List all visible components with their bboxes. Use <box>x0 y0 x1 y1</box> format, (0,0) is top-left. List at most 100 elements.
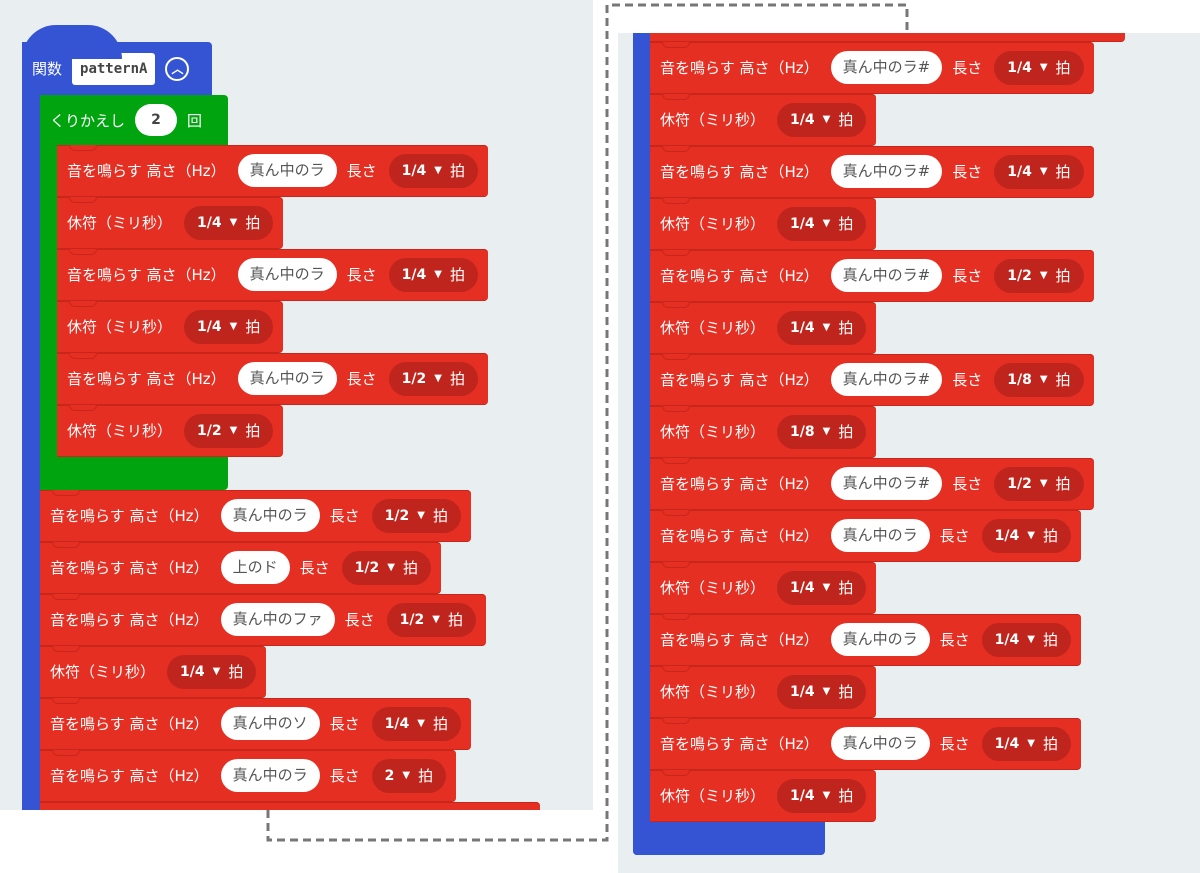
play-tone-block[interactable]: 音を鳴らす 高さ（Hz） 真ん中のラ# 長さ 1/8 ▼ 拍 <box>650 354 1094 406</box>
play-tone-block[interactable]: 音を鳴らす 高さ（Hz） 真ん中のラ# 長さ 1/4 ▼ 拍 <box>650 146 1094 198</box>
rest-block[interactable]: 休符（ミリ秒） 1/4 ▼ 拍 <box>40 646 267 698</box>
partial-block[interactable] <box>650 33 1125 42</box>
beat-unit: 拍 <box>449 266 465 284</box>
rest-block[interactable]: 休符（ミリ秒） 1/4 ▼ 拍 <box>650 770 877 822</box>
beats-dropdown[interactable]: 1/4 ▼ 拍 <box>167 654 257 689</box>
beats-dropdown[interactable]: 1/2 ▼ 拍 <box>386 602 476 637</box>
note-input[interactable]: 真ん中のラ <box>237 258 337 291</box>
beat-unit: 拍 <box>245 422 261 440</box>
rest-block[interactable]: 休符（ミリ秒） 1/4 ▼ 拍 <box>650 562 877 614</box>
rest-block[interactable]: 休符（ミリ秒） 1/4 ▼ 拍 <box>650 94 877 146</box>
play-tone-block[interactable]: 音を鳴らす 高さ（Hz） 真ん中のラ# 長さ 1/2 ▼ 拍 <box>650 458 1094 510</box>
caret-down-icon: ▼ <box>822 426 831 437</box>
beats-dropdown[interactable]: 1/4 ▼ 拍 <box>981 622 1071 657</box>
play-tone-block[interactable]: 音を鳴らす 高さ（Hz） 真ん中のラ 長さ 2 ▼ 拍 <box>40 750 457 802</box>
play-tone-block[interactable]: 音を鳴らす 高さ（Hz） 真ん中のラ 長さ 1/4 ▼ 拍 <box>650 510 1081 562</box>
beats-dropdown[interactable]: 1/2 ▼ 拍 <box>341 550 431 585</box>
beats-value: 1/2 <box>384 507 410 524</box>
beats-dropdown[interactable]: 1/4 ▼ 拍 <box>994 154 1084 189</box>
beats-dropdown[interactable]: 1/4 ▼ 拍 <box>184 205 274 240</box>
beats-dropdown[interactable]: 1/4 ▼ 拍 <box>777 570 867 605</box>
note-input[interactable]: 真ん中のラ# <box>830 467 943 500</box>
play-tone-block[interactable]: 音を鳴らす 高さ（Hz） 真ん中のラ 長さ 1/4 ▼ 拍 <box>57 249 488 301</box>
beat-unit: 拍 <box>418 767 434 785</box>
rest-block[interactable]: 休符（ミリ秒） 1/4 ▼ 拍 <box>57 197 284 249</box>
beats-dropdown[interactable]: 1/4 ▼ 拍 <box>184 309 274 344</box>
rest-label: 休符（ミリ秒） <box>660 579 766 597</box>
play-tone-block[interactable]: 音を鳴らす 高さ（Hz） 真ん中のラ 長さ 1/4 ▼ 拍 <box>650 718 1081 770</box>
beats-dropdown[interactable]: 1/2 ▼ 拍 <box>371 498 461 533</box>
play-tone-label: 音を鳴らす 高さ（Hz） <box>67 266 226 284</box>
play-tone-block[interactable]: 音を鳴らす 高さ（Hz） 真ん中のラ 長さ 1/2 ▼ 拍 <box>57 353 488 405</box>
play-tone-label: 音を鳴らす 高さ（Hz） <box>660 371 819 389</box>
play-tone-block[interactable]: 音を鳴らす 高さ（Hz） 真ん中のファ 長さ 1/2 ▼ 拍 <box>40 594 486 646</box>
length-label: 長さ <box>346 162 377 180</box>
rest-block[interactable]: 休符（ミリ秒） 1/4 ▼ 拍 <box>650 302 877 354</box>
play-tone-block[interactable]: 音を鳴らす 高さ（Hz） 真ん中のラ# 長さ 1/2 ▼ 拍 <box>650 250 1094 302</box>
play-tone-block[interactable]: 音を鳴らす 高さ（Hz） 真ん中のラ 長さ 1/4 ▼ 拍 <box>650 614 1081 666</box>
note-input[interactable]: 真ん中のラ <box>830 727 930 760</box>
play-tone-label: 音を鳴らす 高さ（Hz） <box>50 507 209 525</box>
beats-dropdown[interactable]: 1/4 ▼ 拍 <box>981 518 1071 553</box>
beats-dropdown[interactable]: 1/2 ▼ 拍 <box>994 466 1084 501</box>
note-input[interactable]: 上のド <box>220 551 290 584</box>
beats-dropdown[interactable]: 2 ▼ 拍 <box>371 758 447 793</box>
rest-block[interactable]: 休符（ミリ秒） 1/4 ▼ 拍 <box>57 301 284 353</box>
play-tone-label: 音を鳴らす 高さ（Hz） <box>660 735 819 753</box>
rest-block[interactable]: 休符（ミリ秒） 1/4 ▼ 拍 <box>650 666 877 718</box>
note-input[interactable]: 真ん中のファ <box>220 603 335 636</box>
note-input[interactable]: 真ん中のラ# <box>830 155 943 188</box>
note-input[interactable]: 真ん中のラ <box>237 362 337 395</box>
beats-dropdown[interactable]: 1/4 ▼ 拍 <box>777 778 867 813</box>
caret-down-icon: ▼ <box>1039 62 1048 73</box>
partial-block[interactable] <box>40 802 540 810</box>
length-label: 長さ <box>299 559 330 577</box>
play-tone-block[interactable]: 音を鳴らす 高さ（Hz） 真ん中のラ# 長さ 1/4 ▼ 拍 <box>650 42 1094 94</box>
beat-unit: 拍 <box>245 214 261 232</box>
rest-block[interactable]: 休符（ミリ秒） 1/8 ▼ 拍 <box>650 406 877 458</box>
beats-dropdown[interactable]: 1/4 ▼ 拍 <box>777 102 867 137</box>
repeat-block[interactable]: くりかえし 2 回 <box>40 95 228 145</box>
beats-dropdown[interactable]: 1/4 ▼ 拍 <box>777 206 867 241</box>
rest-block[interactable]: 休符（ミリ秒） 1/2 ▼ 拍 <box>57 405 284 457</box>
rest-block[interactable]: 休符（ミリ秒） 1/4 ▼ 拍 <box>650 198 877 250</box>
beats-dropdown[interactable]: 1/4 ▼ 拍 <box>777 310 867 345</box>
play-tone-label: 音を鳴らす 高さ（Hz） <box>67 162 226 180</box>
beat-unit: 拍 <box>432 715 448 733</box>
length-label: 長さ <box>952 475 983 493</box>
repeat-spine <box>40 140 57 470</box>
note-input[interactable]: 真ん中のラ# <box>830 259 943 292</box>
beats-dropdown[interactable]: 1/2 ▼ 拍 <box>184 413 274 448</box>
play-tone-block[interactable]: 音を鳴らす 高さ（Hz） 真ん中のラ 長さ 1/2 ▼ 拍 <box>40 490 471 542</box>
play-tone-block[interactable]: 音を鳴らす 高さ（Hz） 上のド 長さ 1/2 ▼ 拍 <box>40 542 441 594</box>
beats-value: 1/4 <box>197 214 222 231</box>
caret-down-icon: ▼ <box>822 582 831 593</box>
beats-value: 1/4 <box>1007 163 1032 180</box>
beats-dropdown[interactable]: 1/2 ▼ 拍 <box>994 258 1084 293</box>
beats-dropdown[interactable]: 1/4 ▼ 拍 <box>371 706 461 741</box>
beats-dropdown[interactable]: 1/4 ▼ 拍 <box>994 50 1084 85</box>
beats-dropdown[interactable]: 1/4 ▼ 拍 <box>981 726 1071 761</box>
note-input[interactable]: 真ん中のラ# <box>830 51 943 84</box>
note-input[interactable]: 真ん中のラ <box>220 759 320 792</box>
beats-dropdown[interactable]: 1/8 ▼ 拍 <box>994 362 1084 397</box>
beats-dropdown[interactable]: 1/8 ▼ 拍 <box>777 414 867 449</box>
note-input[interactable]: 真ん中のラ# <box>830 363 943 396</box>
play-tone-block[interactable]: 音を鳴らす 高さ（Hz） 真ん中のラ 長さ 1/4 ▼ 拍 <box>57 145 488 197</box>
beats-dropdown[interactable]: 1/4 ▼ 拍 <box>388 153 478 188</box>
note-input[interactable]: 真ん中のラ <box>830 519 930 552</box>
length-label: 長さ <box>344 611 375 629</box>
length-label: 長さ <box>329 507 360 525</box>
beats-value: 1/4 <box>401 162 427 179</box>
caret-down-icon: ▼ <box>1039 478 1048 489</box>
beats-dropdown[interactable]: 1/4 ▼ 拍 <box>388 257 478 292</box>
repeat-count-input[interactable]: 2 <box>135 104 178 136</box>
beats-dropdown[interactable]: 1/2 ▼ 拍 <box>388 361 478 396</box>
note-input[interactable]: 真ん中のラ <box>237 154 337 187</box>
note-input[interactable]: 真ん中のソ <box>220 707 320 740</box>
beats-dropdown[interactable]: 1/4 ▼ 拍 <box>777 674 867 709</box>
chevron-up-circle-icon[interactable]: ︿ <box>165 56 190 81</box>
note-input[interactable]: 真ん中のラ <box>830 623 930 656</box>
note-input[interactable]: 真ん中のラ <box>220 499 320 532</box>
play-tone-block[interactable]: 音を鳴らす 高さ（Hz） 真ん中のソ 長さ 1/4 ▼ 拍 <box>40 698 471 750</box>
